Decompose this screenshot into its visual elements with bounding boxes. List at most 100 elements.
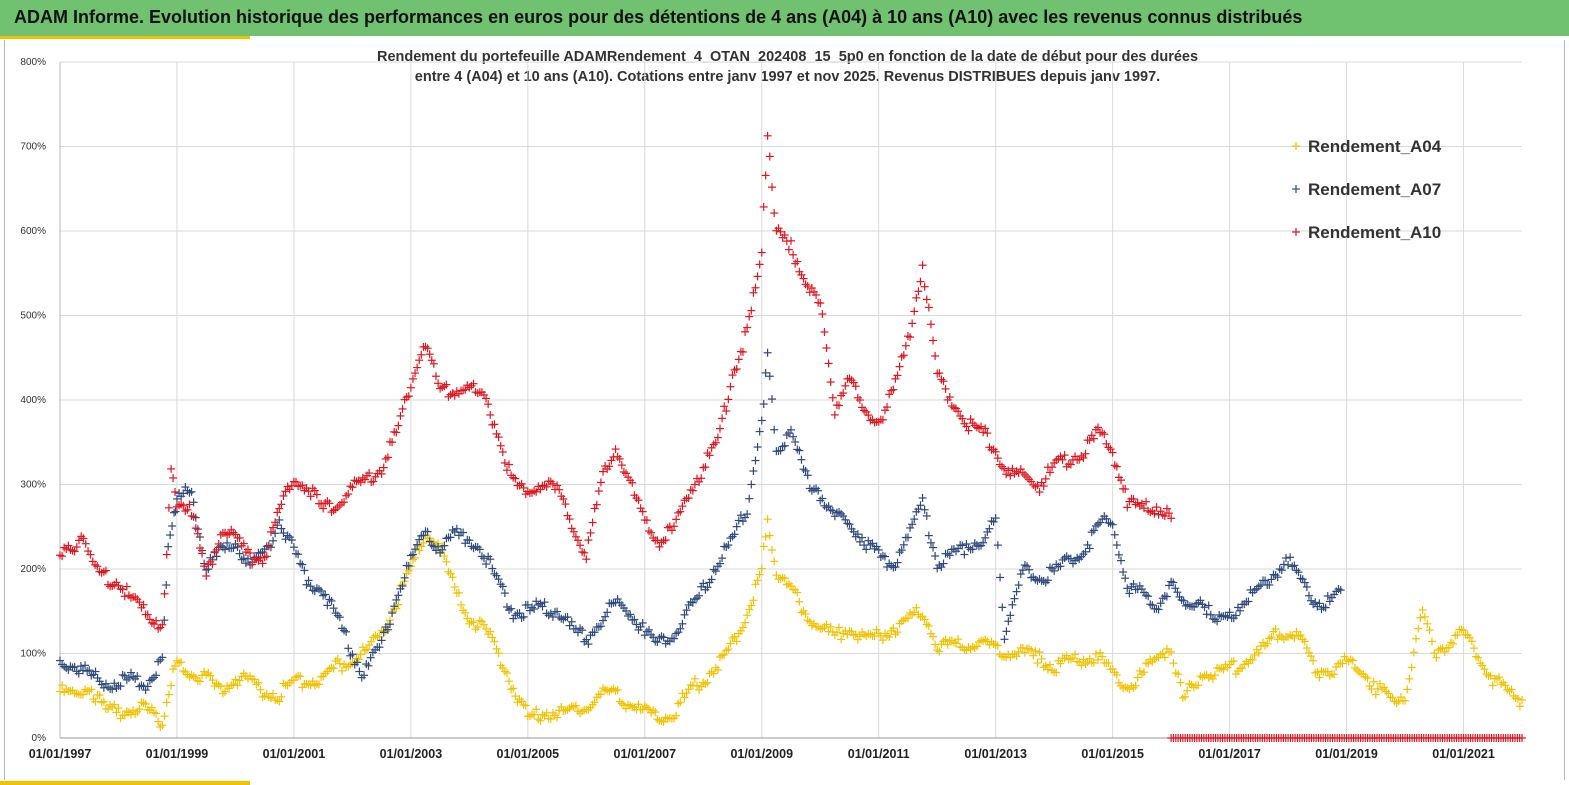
- data-point: [490, 637, 499, 646]
- data-point: [929, 336, 938, 345]
- data-point: [1112, 541, 1121, 550]
- data-point: [765, 372, 774, 381]
- data-point: [765, 531, 774, 540]
- data-point: [120, 671, 129, 680]
- data-point: [778, 442, 787, 451]
- data-point: [1194, 681, 1203, 690]
- data-point: [624, 611, 633, 620]
- data-point: [517, 697, 526, 706]
- data-point: [1094, 655, 1103, 664]
- data-point: [682, 689, 691, 698]
- data-point: [983, 429, 992, 438]
- data-point: [525, 712, 534, 721]
- data-point: [751, 456, 760, 465]
- data-point: [362, 660, 371, 669]
- data-point: [496, 580, 505, 589]
- data-point: [920, 505, 929, 514]
- data-point: [160, 712, 169, 721]
- data-point: [177, 658, 186, 667]
- data-point: [590, 698, 599, 707]
- series-Rendement_A04: [56, 515, 1526, 731]
- data-point: [784, 245, 793, 254]
- data-point: [1369, 677, 1378, 686]
- data-point: [776, 227, 785, 236]
- data-point: [922, 295, 931, 304]
- data-point: [70, 662, 79, 671]
- data-point: [1325, 671, 1334, 680]
- data-point: [776, 574, 785, 583]
- data-point: [77, 532, 86, 541]
- data-point: [872, 625, 881, 634]
- data-point: [1139, 504, 1148, 513]
- header-bar: ADAM Informe. Evolution historique des p…: [0, 0, 1569, 36]
- data-point: [271, 529, 280, 538]
- data-point: [1248, 655, 1257, 664]
- data-point: [835, 507, 844, 516]
- data-point: [185, 500, 194, 509]
- data-point: [1330, 670, 1339, 679]
- data-point: [912, 293, 921, 302]
- x-tick-label: 01/01/2007: [614, 747, 677, 761]
- data-point: [730, 365, 739, 374]
- data-point: [985, 524, 994, 533]
- data-point: [1041, 474, 1050, 483]
- data-point: [615, 454, 624, 463]
- data-point: [1102, 514, 1111, 523]
- data-point: [1325, 597, 1334, 606]
- data-point: [369, 477, 378, 486]
- data-point: [1444, 643, 1453, 652]
- data-point: [191, 513, 200, 522]
- data-point: [475, 545, 484, 554]
- data-point: [613, 685, 622, 694]
- data-point: [1004, 617, 1013, 626]
- data-point: [684, 685, 693, 694]
- data-point: [749, 596, 758, 605]
- data-point: [1158, 510, 1167, 519]
- data-point: [1505, 687, 1514, 696]
- data-point: [277, 524, 286, 533]
- data-point: [741, 618, 750, 627]
- data-point: [152, 616, 161, 625]
- data-point: [1112, 670, 1121, 679]
- data-point: [1183, 686, 1192, 695]
- data-point: [839, 512, 848, 521]
- data-point: [446, 569, 455, 578]
- data-point: [250, 675, 259, 684]
- data-point: [296, 672, 305, 681]
- data-point: [638, 507, 647, 516]
- data-point: [1035, 648, 1044, 657]
- data-point: [383, 625, 392, 634]
- y-tick-label: 400%: [20, 395, 46, 406]
- data-point: [801, 610, 810, 619]
- data-point: [76, 662, 85, 671]
- data-point: [1321, 603, 1330, 612]
- data-point: [356, 650, 365, 659]
- data-point: [1160, 511, 1169, 520]
- data-point: [939, 377, 948, 386]
- data-point: [795, 446, 804, 455]
- data-point: [991, 514, 1000, 523]
- data-point: [1167, 514, 1176, 523]
- data-point: [1217, 664, 1226, 673]
- x-tick-label: 01/01/2001: [263, 747, 326, 761]
- data-point: [1265, 634, 1274, 643]
- data-point: [670, 522, 679, 531]
- data-point: [507, 604, 516, 613]
- data-point: [417, 350, 426, 359]
- data-point: [218, 689, 227, 698]
- legend-marker: [1292, 228, 1300, 236]
- data-point: [991, 447, 1000, 456]
- data-point: [310, 486, 319, 495]
- data-point: [630, 615, 639, 624]
- data-point: [129, 706, 138, 715]
- data-point: [319, 591, 328, 600]
- data-point: [390, 602, 399, 611]
- data-point: [87, 685, 96, 694]
- data-point: [707, 443, 716, 452]
- data-point: [1300, 578, 1309, 587]
- data-point: [1380, 683, 1389, 692]
- data-point: [1223, 613, 1232, 622]
- data-point: [509, 684, 518, 693]
- data-point: [964, 426, 973, 435]
- data-point: [1196, 596, 1205, 605]
